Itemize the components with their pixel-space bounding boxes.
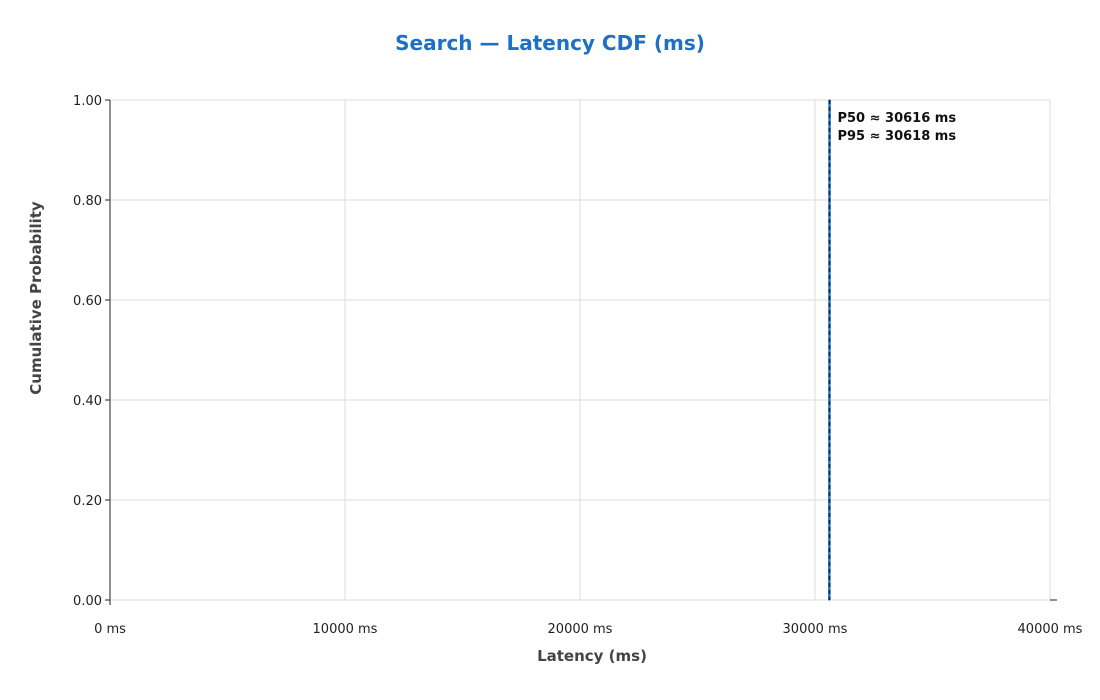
- y-axis-label: Cumulative Probability: [27, 201, 45, 395]
- percentile-annotation: P95 ≈ 30618 ms: [837, 129, 956, 144]
- x-tick-label: 10000 ms: [313, 622, 378, 637]
- annotations: P50 ≈ 30616 ms P95 ≈ 30618 ms: [837, 111, 956, 144]
- x-tick-label: 30000 ms: [783, 622, 848, 637]
- y-tick-label: 0.60: [73, 294, 102, 309]
- x-tick-label: 20000 ms: [548, 622, 613, 637]
- y-tick-label: 0.80: [73, 194, 102, 209]
- x-axis-label: Latency (ms): [537, 647, 647, 665]
- cdf-data-point: [828, 349, 831, 351]
- percentile-annotation: P50 ≈ 30616 ms: [837, 111, 956, 126]
- y-tick-label: 1.00: [73, 94, 102, 109]
- x-tick-label: 0 ms: [94, 622, 126, 637]
- series-layer: [828, 99, 831, 601]
- grid: [109, 99, 1051, 601]
- chart-title: Search — Latency CDF (ms): [395, 31, 705, 55]
- x-tick-label: 40000 ms: [1018, 622, 1083, 637]
- cdf-data-point: [828, 399, 831, 401]
- y-tick-label: 0.20: [73, 494, 102, 509]
- axes: 0 ms 10000 ms 20000 ms 30000 ms 40000 ms 0.00…: [73, 94, 1083, 637]
- y-tick-label: 0.00: [73, 594, 102, 609]
- y-tick-label: 0.40: [73, 394, 102, 409]
